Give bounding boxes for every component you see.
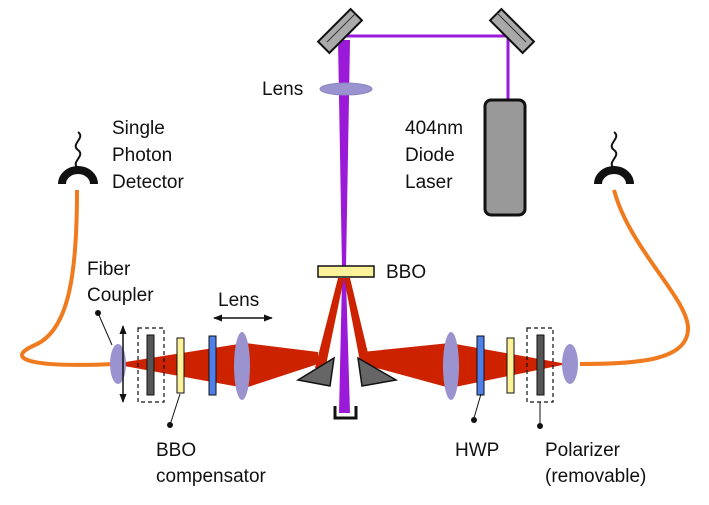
detector-label: Single Photon Detector (112, 118, 184, 193)
left-prism (295, 356, 335, 387)
right-bbo-compensator (506, 337, 515, 394)
bbo-compensator-callout-dot (167, 422, 173, 428)
bbo-compensator-label: BBO compensator (156, 440, 267, 487)
right-detector-icon (594, 131, 634, 185)
left-bbo-compensator (176, 337, 185, 394)
polarizer-callout-dot (537, 423, 543, 429)
right-photon-beam (362, 343, 567, 388)
hwp-label: HWP (455, 440, 499, 461)
bbo-label: BBO (386, 262, 426, 283)
hwp-callout-dot (471, 417, 477, 423)
polarizer-label: Polarizer (removable) (545, 440, 646, 487)
right-optical-fiber (579, 189, 691, 366)
right-polarizer (536, 334, 545, 396)
pump-beam-diverging (339, 278, 350, 413)
fiber-coupler-callout-dot (95, 310, 101, 316)
left-detector-icon (58, 131, 98, 185)
left-polarizer (146, 334, 155, 396)
left-photon-cone-beam (315, 278, 344, 370)
pump-beam-focused (338, 40, 350, 268)
top-lens (319, 82, 373, 96)
fiber-coupler-label: Fiber Coupler (87, 259, 154, 306)
right-lens (443, 332, 459, 400)
bbo-compensator-callout (169, 393, 181, 426)
bbo-crystal (317, 265, 375, 278)
beam-dump (333, 406, 358, 420)
right-hwp (476, 335, 485, 396)
left-polarizer-frame (137, 327, 165, 403)
left-hwp (208, 335, 217, 396)
right-prism (357, 356, 399, 387)
diode-laser (483, 98, 527, 217)
left-optical-fiber (20, 189, 116, 367)
fiber-coupler-callout (97, 312, 113, 346)
hwp-callout (473, 393, 482, 419)
right-fiber-coupler-lens (562, 344, 578, 384)
top-lens-label: Lens (262, 79, 303, 100)
left-mirror (316, 7, 364, 55)
laser-label: 404nm Diode Laser (405, 118, 468, 193)
left-lens-label: Lens (218, 290, 259, 311)
right-photon-cone-beam (344, 278, 372, 372)
right-mirror (488, 7, 536, 55)
left-lens (234, 332, 250, 400)
